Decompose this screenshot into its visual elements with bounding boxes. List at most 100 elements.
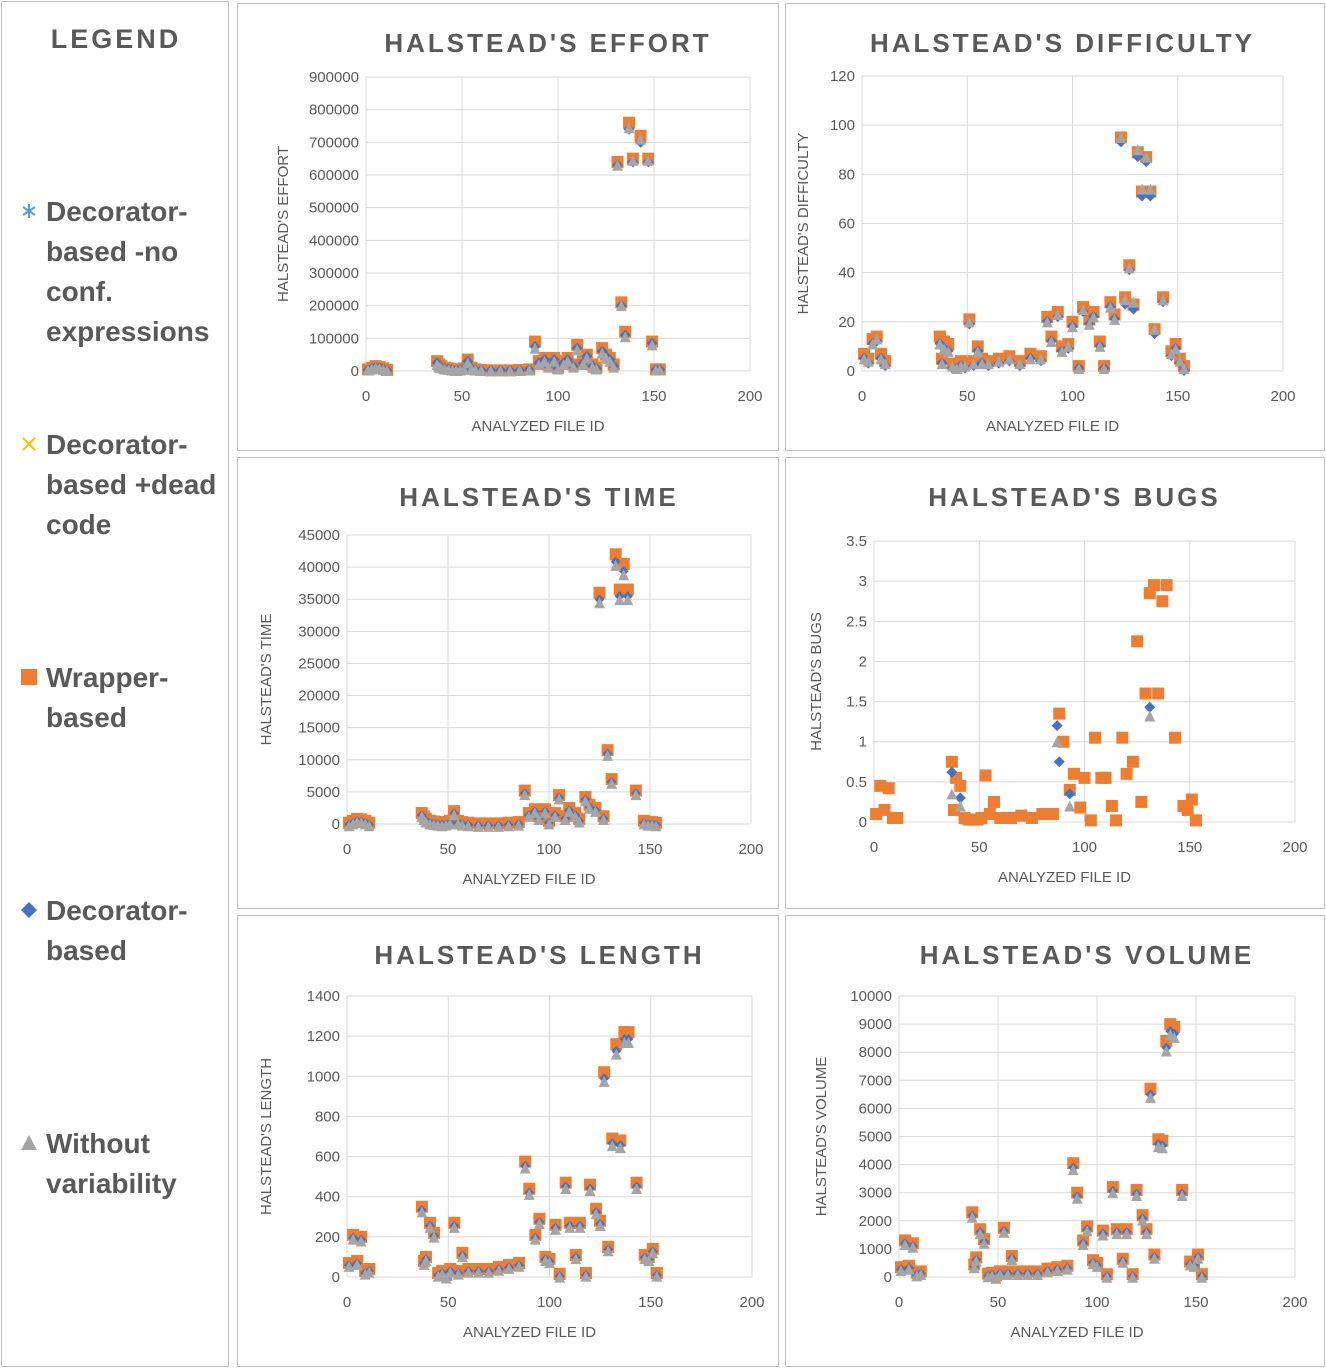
chart-title: HALSTEAD'S VOLUME <box>920 940 1255 970</box>
triangle-data-point <box>462 820 474 832</box>
triangle-data-point <box>523 1188 535 1200</box>
triangle-data-point <box>942 345 954 357</box>
x-tick-label: 50 <box>971 839 988 856</box>
square-data-point <box>598 1066 611 1079</box>
triangle-data-point <box>529 342 541 354</box>
triangle-data-point <box>1137 1214 1149 1226</box>
y-tick-label: 900000 <box>309 69 359 86</box>
triangle-data-point <box>420 1255 432 1267</box>
triangle-data-point <box>614 594 626 606</box>
triangle-data-point <box>879 358 891 370</box>
triangle-data-point <box>1056 345 1068 357</box>
y-axis-title: HALSTEAD'S DIFFICULTY <box>795 133 812 315</box>
triangle-data-point <box>533 1218 545 1230</box>
chart-title: HALSTEAD'S BUGS <box>928 482 1220 512</box>
triangle-data-point <box>1192 1252 1204 1264</box>
triangle-data-point <box>1144 183 1156 195</box>
gridlines <box>365 76 751 372</box>
x-tick-label: 50 <box>990 1294 1007 1311</box>
length-chart-panel: HALSTEAD'S LENGTH 0 200 400 600 800 1000 1200 14… <box>237 915 779 1367</box>
triangle-data-point <box>1091 1260 1103 1272</box>
triangle-data-point <box>1156 1142 1168 1154</box>
triangle-data-point <box>993 355 1005 367</box>
triangle-data-point <box>485 365 497 377</box>
y-tick-label: 0 <box>847 363 855 380</box>
square-data-point <box>891 811 904 824</box>
triangle-data-point <box>573 816 585 828</box>
y-tick-label: 100 <box>830 117 855 134</box>
triangle-data-point <box>1178 363 1190 375</box>
x-tick-label: 150 <box>641 388 666 405</box>
triangle-data-point <box>970 1255 982 1267</box>
x-tick-label: 200 <box>739 1294 764 1311</box>
triangle-data-point <box>571 344 583 356</box>
triangle-data-point <box>602 749 614 761</box>
x-axis-title: ANALYZED FILE ID <box>986 418 1119 435</box>
triangle-data-point <box>559 814 571 826</box>
legend-label: Without variability <box>46 1128 177 1199</box>
triangle-data-point <box>615 300 627 312</box>
triangle-data-point <box>539 807 551 819</box>
triangle-data-point <box>1131 1190 1143 1202</box>
legend-title: LEGEND <box>50 24 182 54</box>
triangle-data-point <box>574 1221 586 1233</box>
triangle-data-point <box>631 1182 643 1194</box>
y-tick-label: 200000 <box>309 298 359 315</box>
triangle-data-point <box>363 820 375 832</box>
triangle-data-point <box>529 1233 541 1245</box>
triangle-data-point <box>612 159 624 171</box>
square-data-point <box>1084 814 1097 827</box>
diamond-data-point <box>1053 756 1065 768</box>
y-axis-title: HALSTEAD'S EFFORT <box>275 146 292 302</box>
y-tick-label: 600000 <box>309 167 359 184</box>
x-tick-label: 50 <box>454 388 471 405</box>
y-tick-label: 80 <box>838 166 855 183</box>
y-tick-label: 1000 <box>307 1068 340 1085</box>
diamond-data-point <box>1051 720 1063 732</box>
diamond-data-point <box>946 766 958 778</box>
x-axis-title: ANALYZED FILE ID <box>998 869 1131 886</box>
square-data-point <box>1025 811 1038 824</box>
square-data-point <box>1067 767 1080 780</box>
triangle-data-point <box>642 154 654 166</box>
square-data-point <box>609 548 622 561</box>
triangle-data-point <box>1067 321 1078 333</box>
triangle-data-point <box>579 795 591 807</box>
triangle-data-point <box>1062 340 1074 352</box>
triangle-data-point <box>351 1258 363 1270</box>
triangle-data-point <box>903 1263 915 1275</box>
triangle-data-point <box>635 133 647 145</box>
y-tick-label: 2000 <box>859 1213 892 1230</box>
square-data-point <box>1089 731 1102 744</box>
triangle-data-point <box>630 789 642 801</box>
triangle-data-point <box>647 1247 659 1259</box>
y-tick-label: 0 <box>332 1269 340 1286</box>
triangle-data-point <box>651 1270 663 1282</box>
triangle-data-point <box>606 1140 618 1152</box>
triangle-data-point <box>1083 318 1095 330</box>
triangle-data-point <box>523 364 535 376</box>
triangle-data-point <box>1097 1229 1109 1241</box>
triangle-data-point <box>519 789 531 801</box>
triangle-data-point <box>553 793 565 805</box>
triangle-data-point <box>1127 1271 1139 1283</box>
volume-chart-panel: HALSTEAD'S VOLUME 0 1000 2000 3000 4000 5000 60… <box>785 915 1325 1367</box>
y-axis-title: HALSTEAD'S BUGS <box>808 612 825 751</box>
data-points <box>858 131 1191 377</box>
square-data-point <box>1147 579 1160 592</box>
y-tick-label: 5000 <box>307 784 340 801</box>
square-data-point <box>1120 767 1133 780</box>
triangle-data-point <box>1123 262 1135 274</box>
triangle-data-point <box>355 1235 367 1247</box>
x-tick-label: 200 <box>737 388 762 405</box>
x-axis-title: ANALYZED FILE ID <box>1010 1324 1143 1341</box>
chart-title: HALSTEAD'S EFFORT <box>384 28 711 58</box>
triangle-data-point <box>482 820 494 832</box>
triangle-data-point <box>1157 294 1169 306</box>
triangle-data-point <box>458 363 470 375</box>
triangle-data-point <box>1115 131 1127 143</box>
y-tick-label: 500000 <box>309 200 359 217</box>
triangle-data-point <box>606 777 618 789</box>
triangle-data-point <box>598 814 610 826</box>
diamond-data-point <box>954 792 966 804</box>
